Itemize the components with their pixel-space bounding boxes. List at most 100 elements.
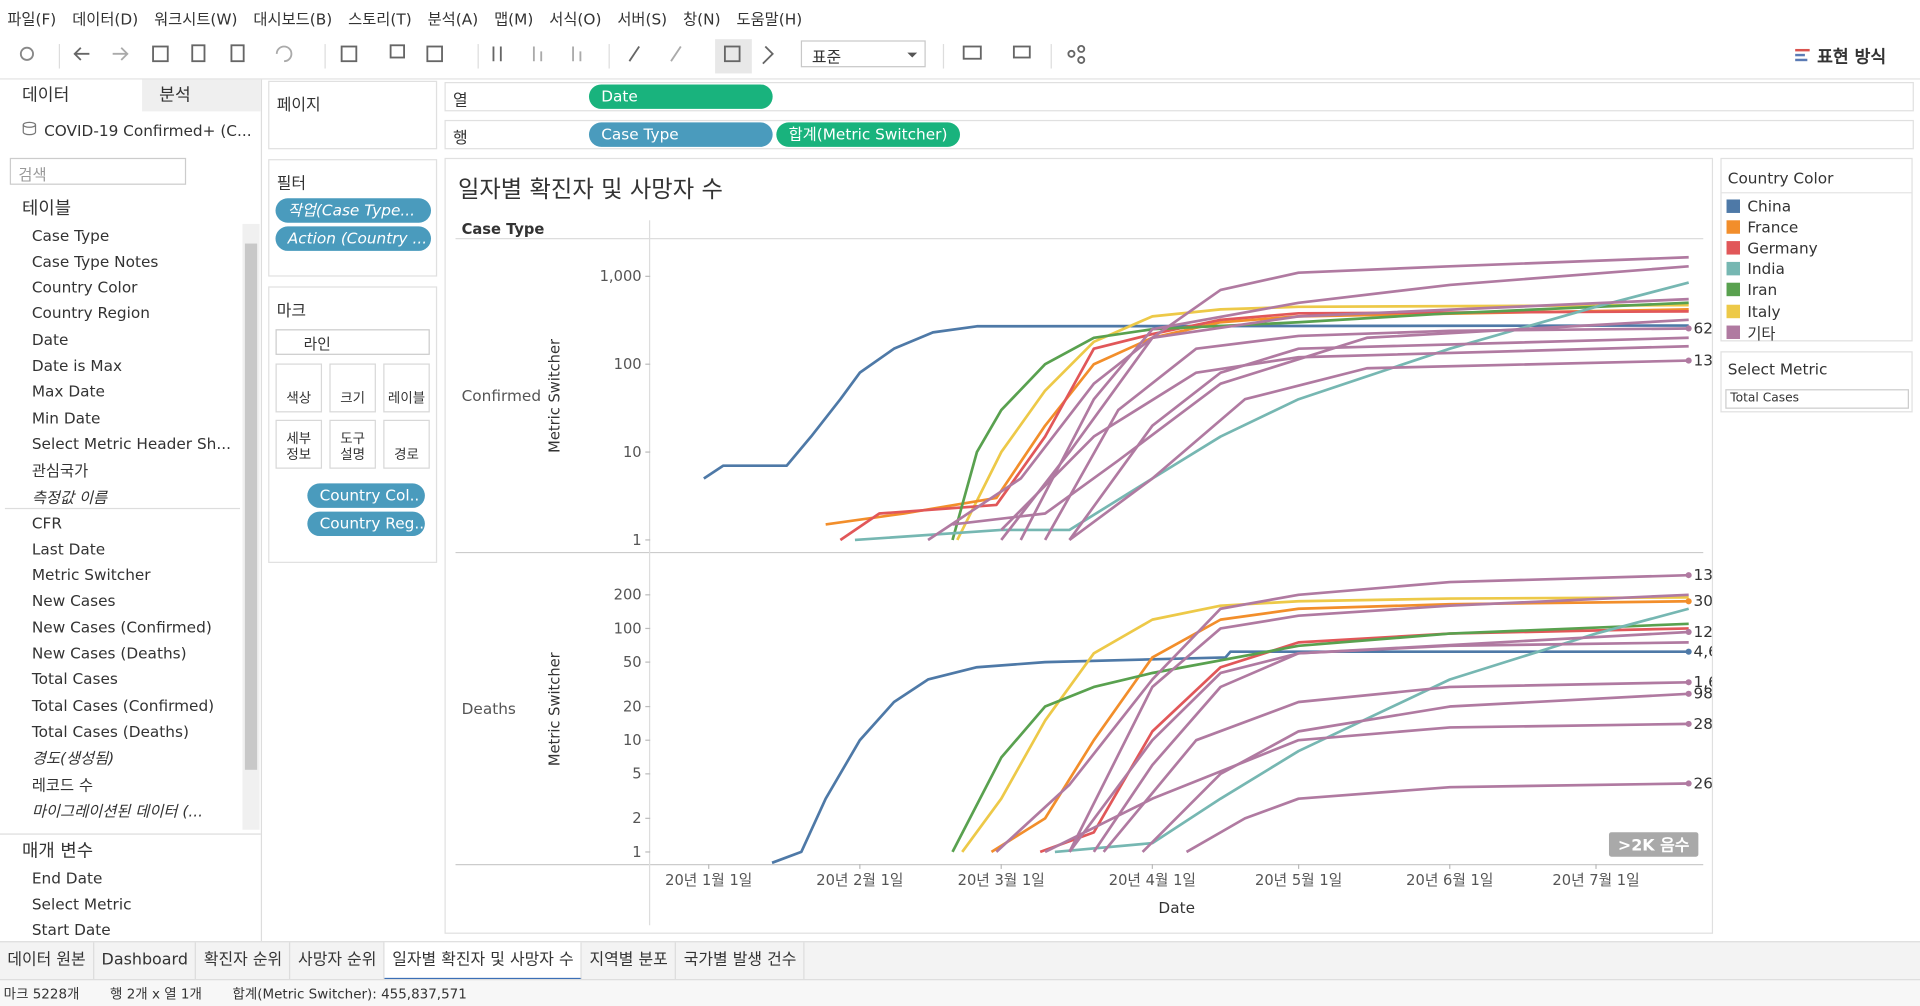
menu-item[interactable]: 창(N) xyxy=(683,9,721,28)
mark-button[interactable]: 색상 xyxy=(275,363,323,413)
series-line xyxy=(839,309,1689,542)
field[interactable]: 레코드 수 xyxy=(22,771,93,795)
field[interactable]: Date xyxy=(22,327,69,351)
field[interactable]: End Date xyxy=(22,865,103,889)
legend-swatch xyxy=(1726,198,1741,213)
filter-pill[interactable]: 작업(Case Type... xyxy=(275,198,432,223)
field[interactable]: Country Color xyxy=(22,275,138,299)
analysis-tab[interactable]: 분석 xyxy=(142,79,261,112)
search-box[interactable]: 검색 xyxy=(9,157,187,185)
field[interactable]: Min Date xyxy=(22,405,101,429)
legend-label: China xyxy=(1747,196,1792,215)
field-name: 마이그레이션된 데이터 (... xyxy=(31,801,203,820)
field[interactable]: CFR xyxy=(22,510,62,534)
line-end-dot xyxy=(1685,357,1692,364)
legend-item[interactable]: China xyxy=(1726,196,1792,216)
menu-item[interactable]: 도움말(H) xyxy=(736,9,803,28)
legend-item[interactable]: Italy xyxy=(1726,301,1781,321)
row-header: Case Type xyxy=(462,221,545,238)
parameter-dropdown[interactable]: Total Cases xyxy=(1725,389,1909,409)
mark-pill[interactable]: Country Reg.. xyxy=(307,511,425,537)
series-line xyxy=(1019,264,1689,541)
field-name: 관심국가 xyxy=(31,461,89,480)
menu-item[interactable]: 파일(F) xyxy=(7,9,57,28)
field[interactable]: Max Date xyxy=(22,379,105,403)
sheet-tab[interactable]: 데이터 원본 xyxy=(0,942,95,981)
field[interactable]: 마이그레이션된 데이터 (... xyxy=(22,797,203,821)
mark-size-dropdown[interactable]: 표준 xyxy=(800,40,926,68)
datasource[interactable]: COVID-19 Confirmed+ (C... xyxy=(22,121,252,140)
mark-type-dropdown[interactable]: 라인 xyxy=(275,329,430,355)
series-line xyxy=(995,573,1689,853)
legend-item[interactable]: Germany xyxy=(1726,238,1818,258)
x-tick-label: 20년 2월 1일 xyxy=(816,872,903,889)
field[interactable]: 측정값 이름 xyxy=(22,483,107,507)
menu-item[interactable]: 대시보드(B) xyxy=(253,9,333,28)
legend-label: Italy xyxy=(1747,301,1781,321)
field[interactable]: Case Type Notes xyxy=(22,249,159,273)
field[interactable]: Date is Max xyxy=(22,353,122,377)
field[interactable]: 관심국가 xyxy=(22,457,88,481)
field[interactable]: New Cases (Deaths) xyxy=(22,641,187,665)
sheet-tab[interactable]: 일자별 확진자 및 사망자 수 xyxy=(384,942,583,981)
sheet-tab[interactable]: 확진자 순위 xyxy=(196,942,291,981)
field-name: Case Type xyxy=(31,225,110,245)
menu-item[interactable]: 서식(O) xyxy=(549,9,602,28)
legend-item[interactable]: 기타 xyxy=(1726,322,1776,343)
menu-item[interactable]: 분석(A) xyxy=(427,9,479,28)
field[interactable]: Select Metric xyxy=(22,891,132,915)
mark-button[interactable]: 세부 정보 xyxy=(275,419,323,469)
field-name: Total Cases xyxy=(31,669,118,689)
field[interactable]: Country Region xyxy=(22,301,150,325)
field[interactable]: Select Metric Header Sh... xyxy=(22,431,231,455)
menu-item[interactable]: 스토리(T) xyxy=(348,9,412,28)
color-legend: Country Color China France Germany India Ira… xyxy=(1720,157,1913,343)
field[interactable]: Last Date xyxy=(22,536,105,560)
sheet-tab[interactable]: 사망자 순위 xyxy=(291,942,385,981)
field-name: Country Region xyxy=(31,303,150,323)
sheet-tab[interactable]: 국가별 발생 건수 xyxy=(676,942,805,981)
field[interactable]: Case Type xyxy=(22,223,109,247)
legend-label: 기타 xyxy=(1747,323,1776,343)
pages-card: 페이지 xyxy=(268,80,438,150)
field[interactable]: Total Cases xyxy=(22,667,118,691)
menu-item[interactable]: 맵(M) xyxy=(494,9,534,28)
mark-button[interactable]: 크기 xyxy=(329,363,376,413)
show-me-button[interactable]: 표현 방식 xyxy=(1795,44,1886,68)
legend-item[interactable]: Iran xyxy=(1726,280,1777,300)
menu-item[interactable]: 서버(S) xyxy=(617,9,668,28)
badge-bg xyxy=(1608,832,1699,857)
mark-pill[interactable]: Country Col.. xyxy=(307,483,425,508)
field[interactable]: Total Cases (Deaths) xyxy=(22,719,189,743)
menu-item[interactable]: 데이터(D) xyxy=(72,9,139,28)
field-name: Min Date xyxy=(31,408,101,427)
field[interactable]: Start Date xyxy=(22,917,111,941)
shelf-pill[interactable]: 합계(Metric Switcher) xyxy=(776,122,961,147)
field[interactable]: Total Cases (Confirmed) xyxy=(22,693,214,717)
rows-shelf: 행 Case Type 합계(Metric Switcher) xyxy=(444,119,1914,150)
filter-pill[interactable]: Action (Country ... xyxy=(275,226,432,251)
legend-item[interactable]: France xyxy=(1726,217,1798,237)
sheet-tab[interactable]: 지역별 분포 xyxy=(582,942,677,981)
field-name: Total Cases (Deaths) xyxy=(31,721,189,741)
sheet-tab[interactable]: Dashboard xyxy=(94,942,197,981)
field[interactable]: Metric Switcher xyxy=(22,562,151,586)
y-tick-label: 1 xyxy=(632,844,641,861)
scroll-thumb[interactable] xyxy=(244,243,258,770)
field[interactable]: New Cases (Confirmed) xyxy=(22,615,212,639)
field[interactable]: New Cases xyxy=(22,589,116,613)
field-name: Start Date xyxy=(31,920,111,939)
field[interactable]: 경도(생성됨) xyxy=(22,745,114,769)
legend-item[interactable]: India xyxy=(1726,259,1785,279)
mark-button[interactable]: 레이블 xyxy=(383,363,430,413)
series-line xyxy=(990,599,1689,854)
menu-item[interactable]: 워크시트(W) xyxy=(154,9,238,28)
mark-button[interactable]: 경로 xyxy=(383,419,430,469)
field-name: 레코드 수 xyxy=(31,775,94,794)
shelf-pill[interactable]: Case Type xyxy=(588,122,773,147)
data-tab[interactable]: 데이터 xyxy=(0,79,143,112)
shelf-pill[interactable]: Date xyxy=(588,84,773,109)
field-name: End Date xyxy=(31,868,103,887)
mark-button[interactable]: 도구 설명 xyxy=(329,419,376,469)
scrollbar[interactable] xyxy=(242,223,260,830)
